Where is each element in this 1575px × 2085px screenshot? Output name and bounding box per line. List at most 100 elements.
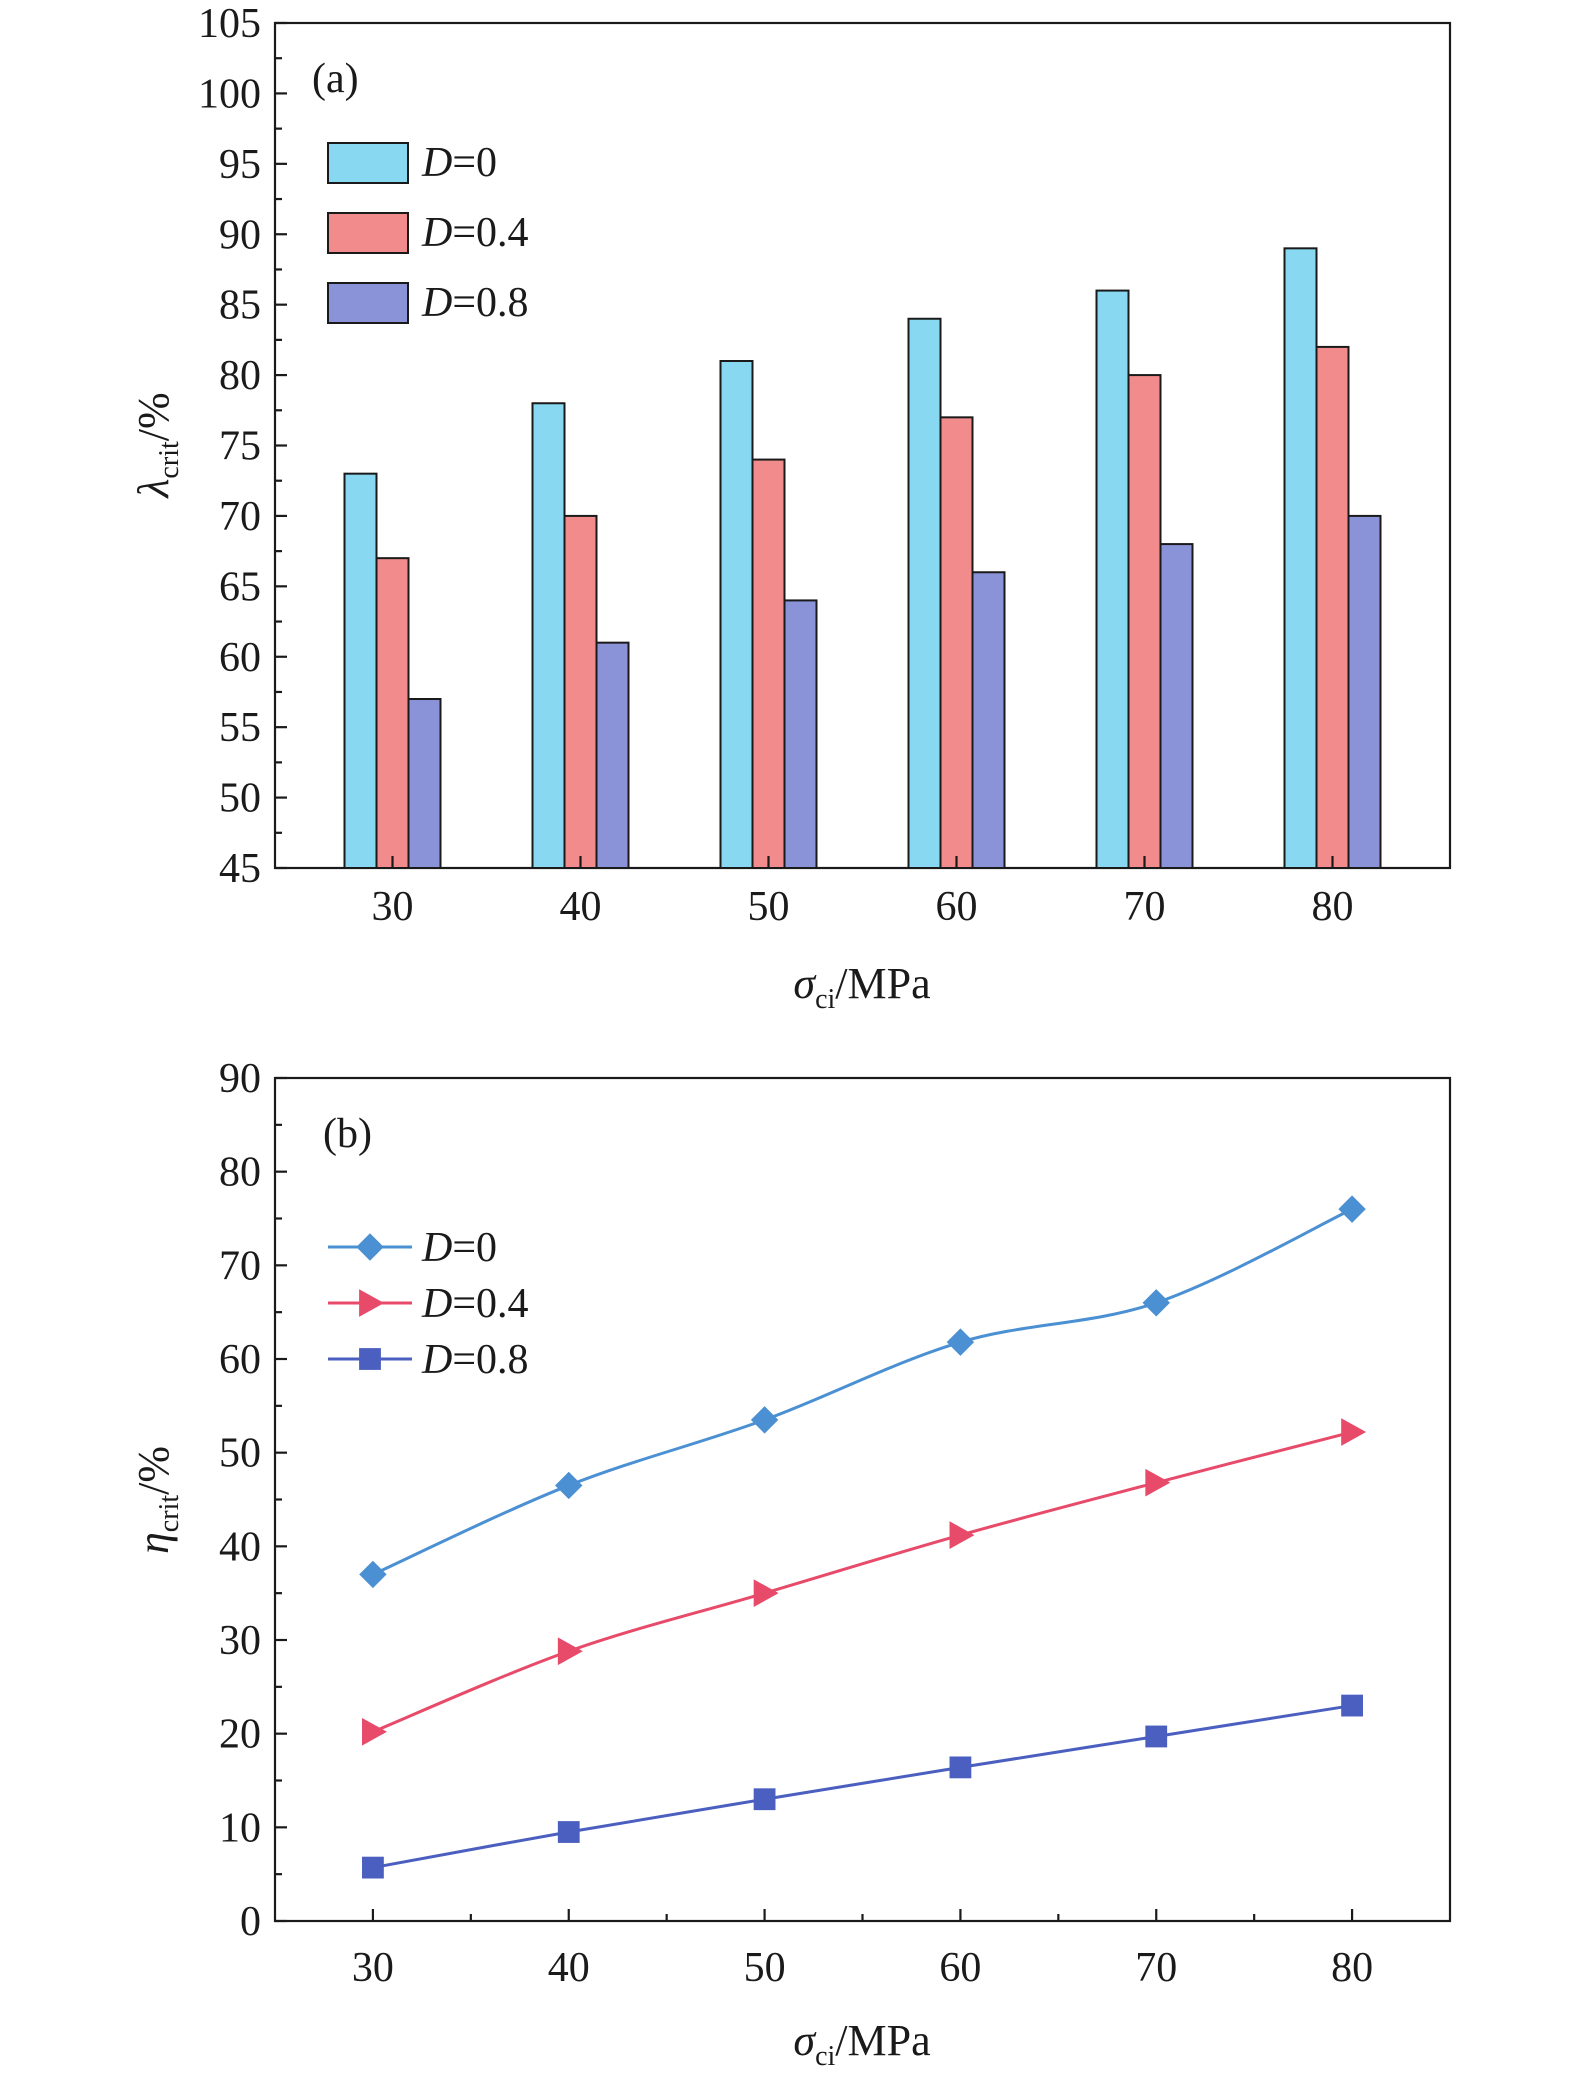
y-tick-label: 40 (219, 1524, 261, 1570)
x-tick-label: 50 (748, 884, 790, 930)
y-tick-label: 90 (219, 212, 261, 258)
data-point (557, 1637, 583, 1666)
x-tick-label: 30 (372, 884, 414, 930)
y-tick-label: 60 (219, 635, 261, 681)
y-tick-label: 75 (219, 424, 261, 470)
bar (1095, 289, 1130, 870)
legend-value: =0.8 (452, 280, 528, 326)
x-axis-ticks: 30 40 50 60 70 80 (352, 1909, 1373, 1991)
bars (343, 247, 1382, 870)
bar (971, 571, 1006, 869)
y-tick-label: 50 (219, 776, 261, 822)
legend-label: D=0 (421, 1225, 497, 1271)
x-axis-symbol: σ (793, 2016, 817, 2065)
bar (1159, 543, 1194, 869)
y-tick-label: 70 (219, 494, 261, 540)
x-tick-label: 80 (1312, 884, 1354, 930)
legend-label: D=0.4 (421, 210, 529, 256)
y-axis-unit: /% (129, 392, 178, 441)
data-point (753, 1579, 779, 1608)
y-axis-label: λcrit/% (129, 392, 185, 499)
y-tick-label: 55 (219, 705, 261, 751)
y-tick-label: 10 (219, 1805, 261, 1851)
data-point (949, 1521, 975, 1549)
bar (719, 360, 754, 869)
x-tick-label: 50 (744, 1945, 786, 1991)
bar (1315, 345, 1350, 869)
y-tick-label: 0 (240, 1899, 261, 1945)
data-point (356, 1233, 384, 1261)
bar (1283, 247, 1318, 870)
y-tick-label: 70 (219, 1243, 261, 1289)
lines (359, 1195, 1367, 1879)
y-tick-label: 60 (219, 1337, 261, 1383)
bar (595, 641, 630, 870)
legend-value: =0 (452, 140, 497, 186)
legend-symbol: D (421, 1337, 452, 1383)
series-line (372, 1430, 1353, 1734)
y-axis-symbol: λ (129, 479, 178, 500)
y-axis-subscript: crit (154, 1495, 185, 1533)
y-tick-label: 80 (219, 353, 261, 399)
data-point (362, 1717, 387, 1746)
y-tick-label: 100 (198, 71, 261, 117)
x-tick-label: 30 (352, 1945, 394, 1991)
y-tick-label: 85 (219, 283, 261, 329)
y-axis-unit: /% (129, 1446, 178, 1495)
x-axis-ticks: 30 40 50 60 70 80 (372, 856, 1354, 930)
bar (343, 472, 378, 869)
y-tick-label: 45 (219, 846, 261, 892)
legend-label: D=0 (421, 140, 497, 186)
bar (531, 402, 566, 869)
x-axis-symbol: σ (793, 959, 817, 1008)
data-point (946, 1328, 975, 1356)
x-tick-label: 60 (939, 1945, 981, 1991)
data-point (750, 1406, 779, 1434)
panel-label: (a) (312, 56, 359, 102)
legend-symbol: D (421, 1225, 452, 1271)
y-tick-label: 95 (219, 142, 261, 188)
data-point (359, 1560, 387, 1589)
legend-symbol: D (421, 1281, 452, 1327)
data-point (359, 1348, 381, 1370)
y-tick-label: 30 (219, 1618, 261, 1664)
bar (939, 416, 974, 869)
legend: D=0 D=0.4 D=0.8 (327, 140, 529, 326)
x-axis-subscript: ci (815, 2041, 835, 2072)
bar (783, 599, 818, 870)
bar (751, 458, 786, 869)
x-axis-label: σci/MPa (793, 959, 930, 1015)
legend-value: =0 (452, 1225, 497, 1271)
bar (907, 317, 942, 869)
legend-value: =0.4 (452, 1281, 528, 1327)
data-point (362, 1856, 384, 1879)
data-point (557, 1821, 580, 1843)
y-tick-label: 65 (219, 564, 261, 610)
legend-swatch (327, 212, 409, 254)
data-point (753, 1788, 776, 1811)
legend-symbol: D (421, 280, 452, 326)
legend: D=0D=0.4D=0.8 (328, 1225, 529, 1383)
data-point (949, 1756, 972, 1779)
x-axis-unit: /MPa (835, 959, 930, 1008)
y-tick-label: 105 (198, 1, 261, 47)
plot-frame (273, 1076, 1452, 1923)
bar (563, 514, 598, 870)
x-tick-label: 60 (936, 884, 978, 930)
data-point (1142, 1289, 1170, 1317)
series-line (372, 1207, 1353, 1576)
x-tick-label: 70 (1135, 1945, 1177, 1991)
legend-value: =0.8 (452, 1337, 528, 1383)
data-point (555, 1471, 583, 1500)
x-axis-subscript: ci (815, 984, 835, 1015)
data-point (359, 1289, 385, 1317)
x-axis-unit: /MPa (835, 2016, 930, 2065)
legend-swatch (327, 142, 409, 184)
y-tick-label: 90 (219, 1056, 261, 1102)
y-axis-ticks: 0 10 20 30 40 50 60 70 80 90 (219, 1056, 287, 1945)
panel-label: (b) (323, 1111, 372, 1157)
y-axis-subscript: crit (154, 441, 185, 479)
series-line (372, 1704, 1353, 1870)
